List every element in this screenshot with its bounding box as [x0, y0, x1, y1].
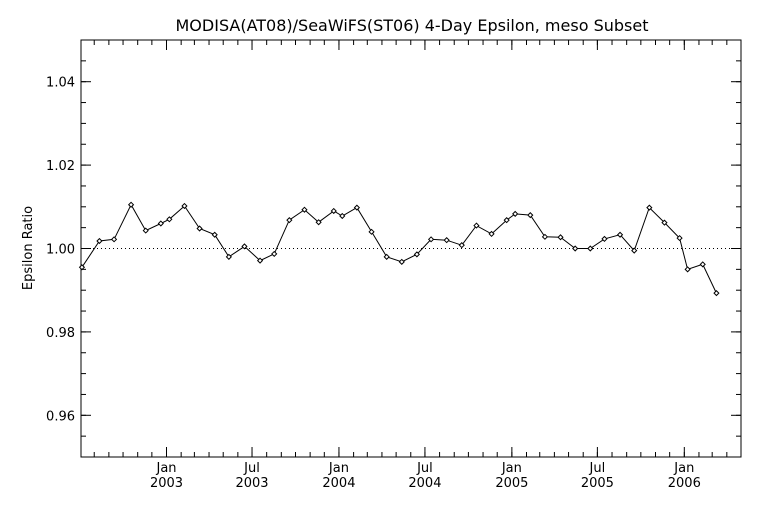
data-point-marker [646, 204, 653, 211]
data-point-marker [383, 253, 390, 260]
data-point-marker [398, 258, 405, 265]
x-tick-label-year: 2005 [495, 476, 528, 491]
chart-title: MODISA(AT08)/SeaWiFS(ST06) 4-Day Epsilon… [176, 16, 649, 35]
x-tick-label-month: Jan [328, 461, 349, 476]
plot-border [80, 39, 742, 458]
x-tick-label-year: 2005 [581, 476, 614, 491]
data-point-marker [181, 202, 188, 210]
x-tick-label-month: Jan [155, 461, 176, 476]
data-point-marker [413, 251, 421, 258]
data-point-marker [286, 217, 293, 224]
data-point-marker [330, 207, 337, 215]
data-point-marker [713, 290, 720, 297]
x-tick-label-month: Jul [243, 461, 260, 476]
data-point-marker [211, 231, 218, 238]
data-point-marker [661, 219, 668, 226]
data-point-marker [271, 250, 278, 258]
data-point-marker [256, 257, 264, 264]
y-tick-label: 1.04 [46, 76, 75, 91]
data-point-marker [557, 234, 564, 241]
data-point-marker [110, 236, 118, 243]
x-tick-label-year: 2004 [322, 476, 355, 491]
x-tick-label-year: 2004 [408, 476, 441, 491]
data-point-marker [572, 245, 579, 252]
data-point-marker [541, 233, 549, 240]
data-point-marker [473, 222, 480, 229]
y-axis-label: Epsilon Ratio [21, 206, 36, 290]
data-point-marker [368, 228, 375, 235]
x-tick-label-month: Jan [673, 461, 694, 476]
x-tick-label-month: Jan [501, 461, 522, 476]
axis-ticks: 0.960.981.001.021.04Jan2003Jul2003Jan200… [46, 40, 742, 491]
data-series [78, 201, 720, 297]
data-point-marker [587, 245, 594, 252]
x-tick-label-year: 2006 [668, 476, 701, 491]
data-point-marker [166, 216, 173, 223]
x-tick-label-year: 2003 [150, 476, 183, 491]
x-tick-label-year: 2003 [235, 476, 268, 491]
data-point-marker [503, 217, 510, 224]
data-point-marker [684, 266, 691, 273]
plot-frame [80, 39, 742, 458]
data-point-marker [241, 243, 248, 250]
data-point-marker [157, 220, 164, 227]
data-point-marker [512, 210, 519, 217]
x-tick-label-month: Jul [589, 461, 606, 476]
data-point-marker [601, 235, 608, 243]
data-point-marker [676, 234, 683, 242]
data-point-marker [488, 230, 495, 238]
data-point-marker [301, 206, 308, 213]
data-point-marker [427, 236, 435, 243]
data-point-marker [699, 261, 706, 268]
data-point-marker [142, 227, 149, 234]
data-point-marker [339, 212, 346, 220]
data-point-marker [96, 237, 103, 245]
data-point-marker [443, 237, 450, 244]
y-tick-label: 1.02 [46, 159, 75, 174]
data-point-marker [458, 242, 465, 249]
data-point-marker [196, 225, 203, 232]
data-point-marker [616, 231, 624, 238]
y-tick-label: 0.96 [46, 409, 75, 424]
y-tick-label: 1.00 [46, 243, 75, 258]
data-point-marker [225, 253, 232, 260]
data-point-marker [353, 204, 361, 211]
data-point-marker [631, 247, 638, 254]
data-point-marker [527, 212, 534, 219]
data-point-marker [78, 264, 86, 271]
y-tick-label: 0.98 [46, 326, 75, 341]
data-point-marker [315, 219, 322, 226]
x-tick-label-month: Jul [416, 461, 433, 476]
data-point-marker [127, 201, 135, 208]
